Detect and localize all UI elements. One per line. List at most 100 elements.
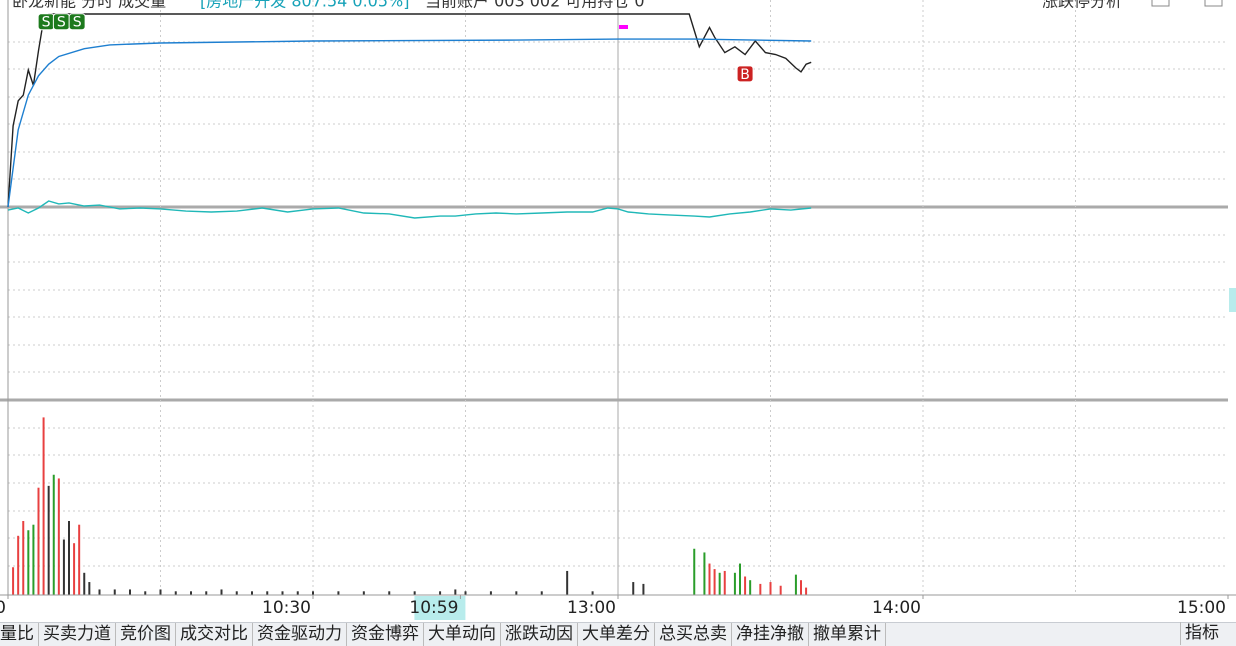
x-tick-label: 15:00 [1177,598,1226,618]
volume-bar [17,535,20,595]
volume-bar [413,591,416,595]
x-tick-label: 14:00 [872,598,921,618]
volume-bar [805,587,808,595]
volume-bar [251,591,253,595]
volume-bar [540,591,543,595]
tab[interactable]: 竞价图 [116,623,176,646]
tab[interactable]: 总买总卖 [655,623,732,646]
volume-bar [57,478,60,595]
account-info: 当前账户 003 002 可用持仓 0 [425,0,645,11]
volume-bar [83,572,86,595]
right-title[interactable]: 涨跌停分析 [1042,0,1122,11]
price-line [7,38,812,208]
volume-bar [22,521,25,595]
x-tick-label: 10:59 [409,598,458,618]
price-line [7,13,812,208]
volume-bar [703,552,706,595]
volume-bar [489,591,492,595]
volume-bar [642,583,645,595]
volume-bar [439,591,442,595]
volume-bar [42,417,45,595]
volume-bar [800,580,802,595]
volume-bar [37,487,40,595]
volume-bar [296,591,299,595]
x-tick-label: 13:00 [567,598,616,618]
icon-button[interactable] [1204,0,1223,7]
volume-bar [723,570,726,595]
x-tick-label: 9:30 [0,598,6,618]
volume-bar [708,563,711,595]
volume-bar [174,591,177,595]
volume-bar [713,569,716,595]
volume-bar [78,524,81,595]
volume-bar [88,582,91,595]
sector-info: [房地产开发 807.54 0.05%] [200,0,409,11]
tab[interactable]: 撤单累计 [809,623,886,646]
icon-button[interactable] [1151,0,1170,7]
volume-bar [779,585,782,595]
tab[interactable]: 净挂净撤 [732,623,809,646]
indicator-tab[interactable]: 指标 [1180,622,1219,645]
stock-title: 卧龙新能 分时 成交量 [12,0,166,11]
volume-bar [62,539,65,595]
volume-bar [388,591,391,595]
volume-bar [220,589,223,595]
volume-bar [98,589,101,595]
tab[interactable]: 资金驱动力 [253,623,347,646]
volume-bar [749,580,752,595]
trade-marker-label: S [73,15,82,31]
volume-bar [129,589,131,595]
volume-bar [27,530,30,595]
volume-bar [794,574,797,595]
tab[interactable]: 买卖力道 [39,623,116,646]
volume-bar [718,572,721,595]
x-tick-label: 10:30 [262,598,311,618]
volume-bar [337,591,340,595]
volume-bar [744,576,747,595]
trade-marker-label: B [740,67,750,83]
right-axis-marker [1229,288,1236,312]
event-marker [619,25,628,29]
volume-bar [235,591,238,595]
volume-bar [312,591,314,595]
volume-bar [190,591,192,595]
trade-marker [68,13,86,31]
volume-bar [769,582,772,595]
volume-bar [73,543,76,595]
volume-bar [759,583,762,595]
volume-bar [52,474,55,595]
volume-bar [515,591,518,595]
trade-marker [736,65,754,83]
cursor-label-bg [414,596,466,620]
price-line [7,200,812,219]
volume-bar [12,567,15,595]
volume-bar [205,591,208,595]
volume-bar [464,591,467,595]
volume-bar [144,591,147,595]
tab[interactable]: 涨跌动因 [501,623,578,646]
tab-bar: 量比 买卖力道 竞价图 成交对比 资金驱动力 资金博弈 大单动向 涨跌动因 大单差分 总买总卖 净挂… [0,622,1236,646]
volume-bar [159,589,162,595]
volume-bar [739,563,741,595]
tab[interactable]: 大单动向 [424,623,501,646]
volume-bar [566,570,569,595]
trade-marker-label: S [42,15,51,31]
tab[interactable]: 量比 [0,623,39,646]
volume-bar [632,582,635,595]
volume-bar [733,572,736,595]
tab[interactable]: 资金博弈 [347,623,424,646]
tab[interactable]: 成交对比 [176,623,253,646]
volume-bar [32,524,35,595]
trade-marker-label: S [57,15,66,31]
volume-bar [68,521,70,595]
volume-bar [266,591,269,595]
tab[interactable]: 大单差分 [578,623,655,646]
volume-bar [693,548,696,595]
volume-bar [362,591,365,595]
volume-bar [591,591,594,595]
volume-bar [113,589,116,595]
volume-bar [281,591,284,595]
volume-bar [454,589,457,595]
